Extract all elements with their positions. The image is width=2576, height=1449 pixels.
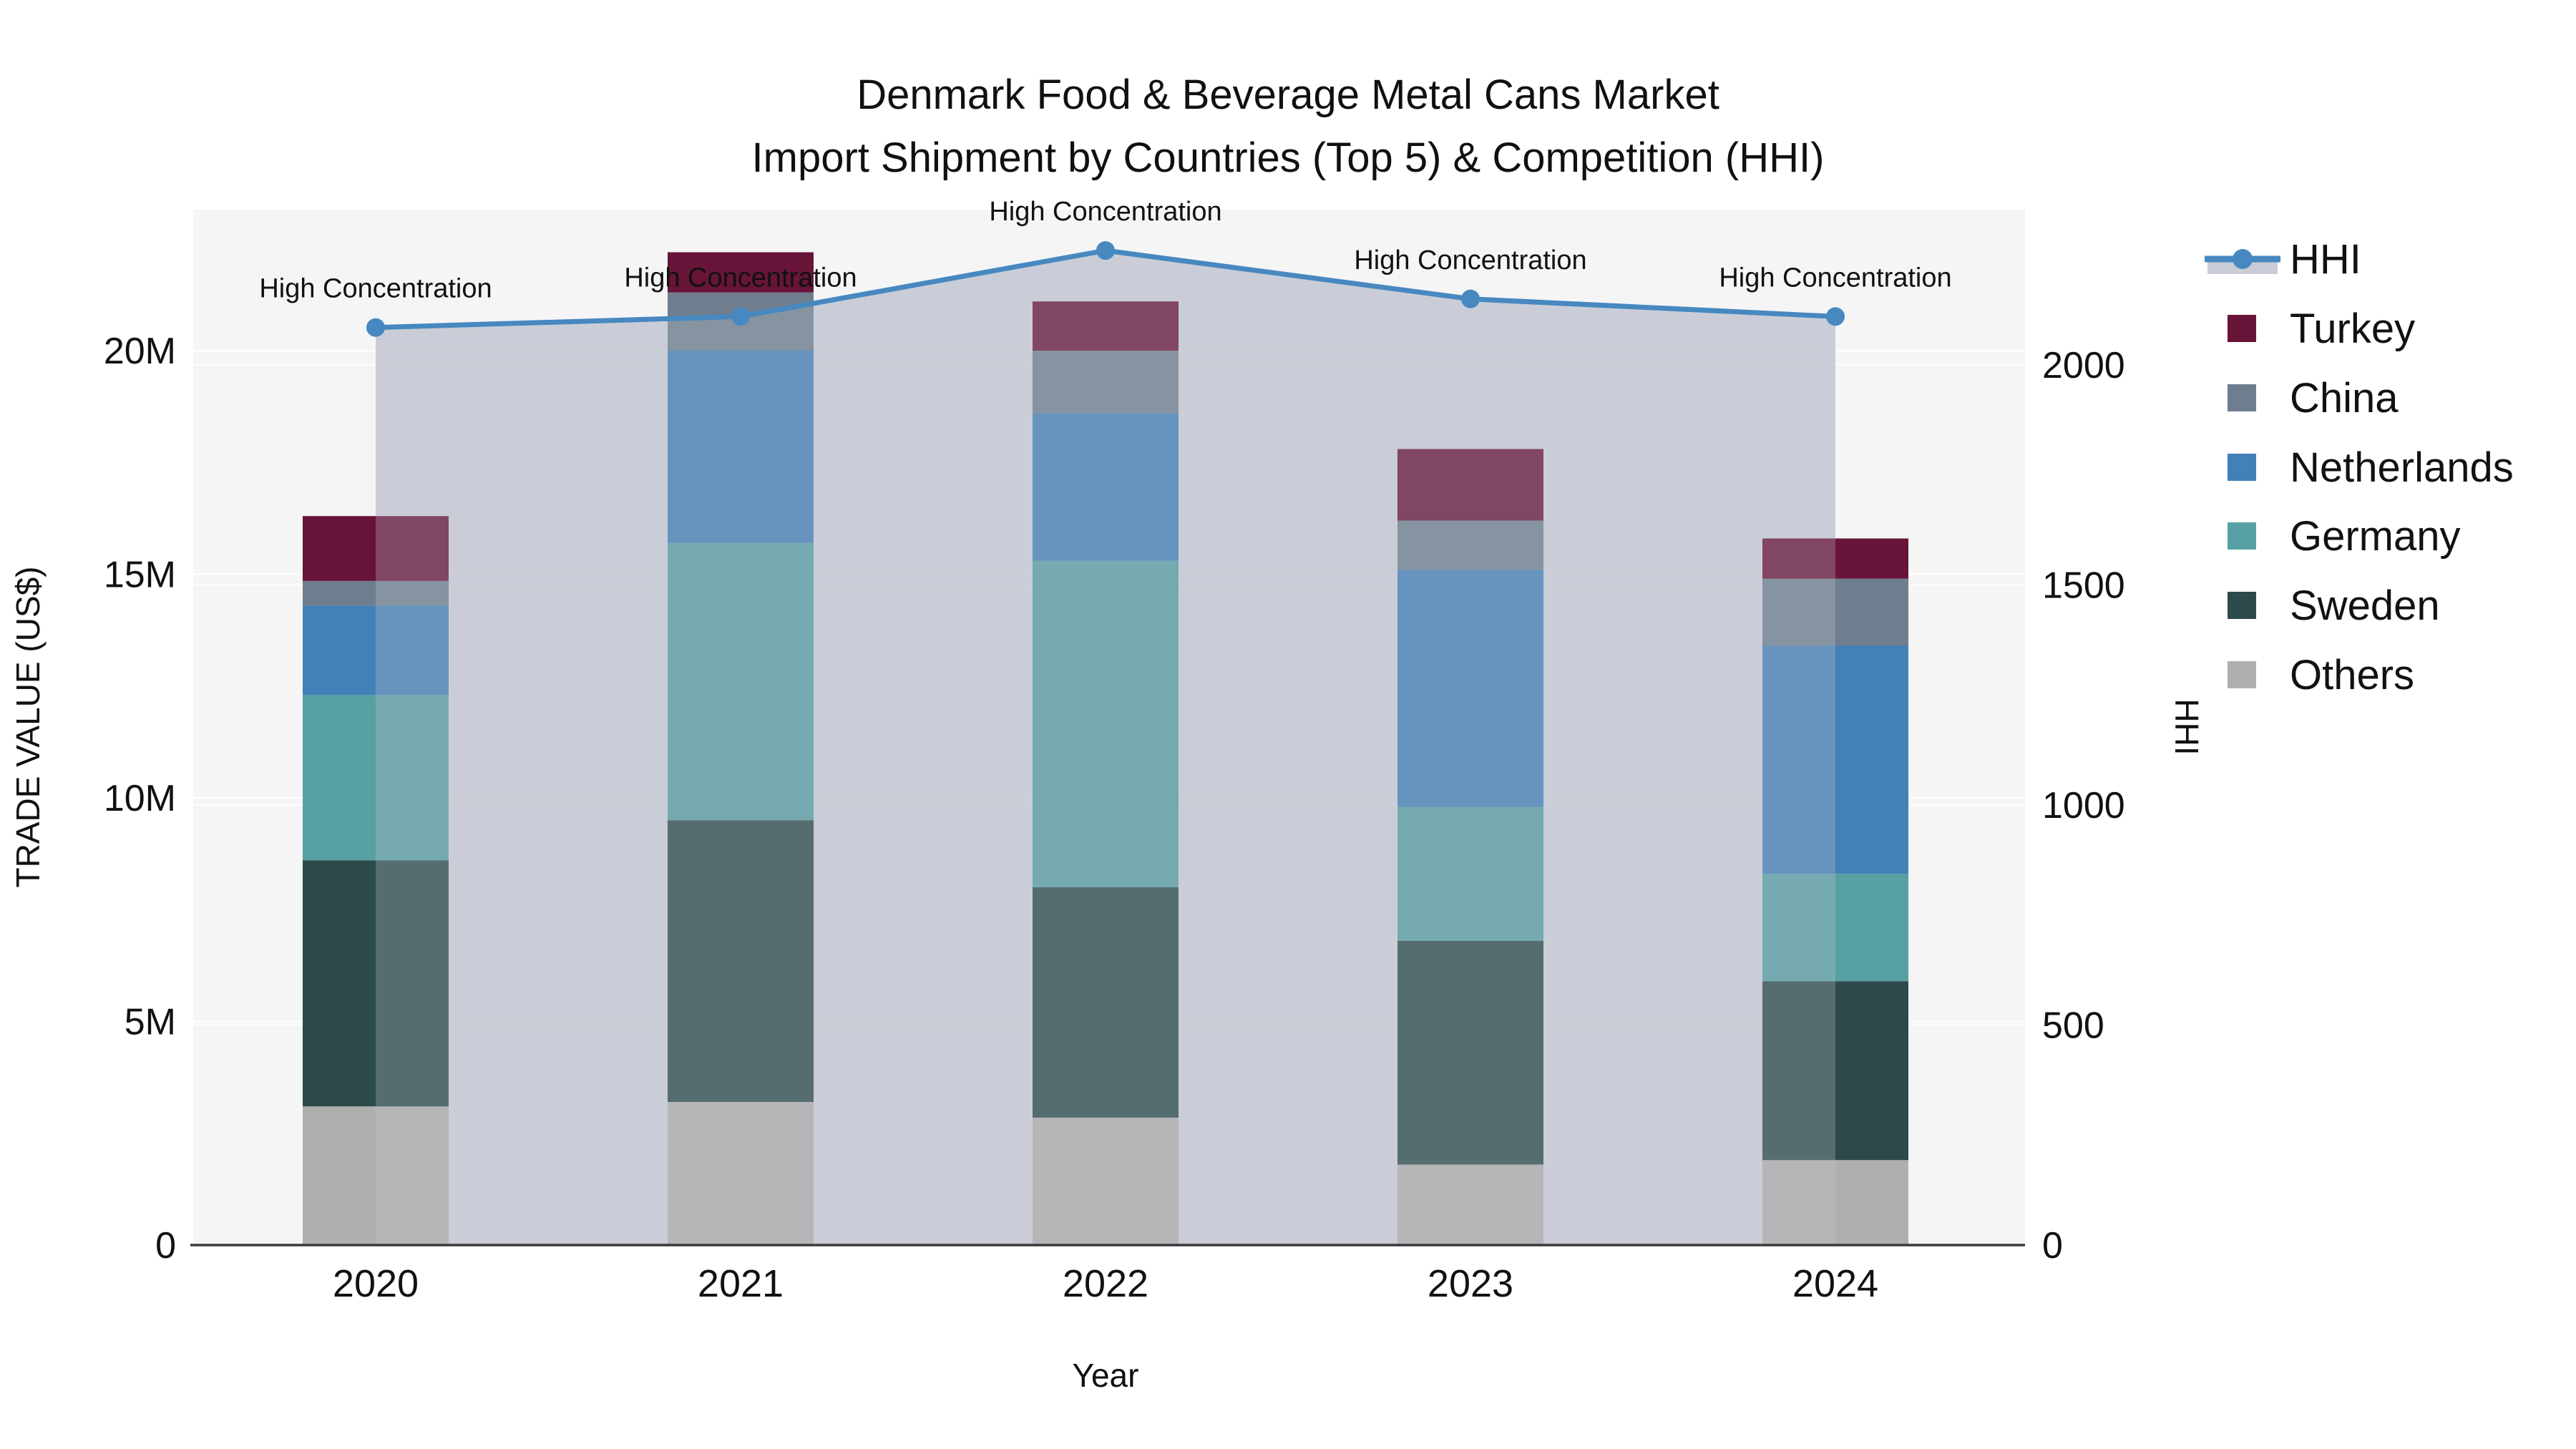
y-right-axis-title: HHI — [2168, 698, 2205, 755]
legend-item-others[interactable]: Others — [2228, 652, 2414, 698]
legend-item-turkey[interactable]: Turkey — [2228, 306, 2415, 352]
annotation-high-concentration: High Concentration — [259, 274, 492, 304]
legend: HHI Turkey China Netherlands Germany Sweden Ot… — [2205, 236, 2514, 698]
y-left-tick-label: 10M — [104, 778, 176, 819]
bar-segment-turkey-2024[interactable] — [1762, 538, 1908, 579]
bar-segment-turkey-2022[interactable] — [1033, 301, 1179, 351]
legend-swatch-netherlands — [2228, 454, 2256, 481]
hhi-point-2022[interactable] — [1096, 241, 1115, 260]
y-right-tick-label: 0 — [2042, 1225, 2063, 1267]
bar-segment-others-2023[interactable] — [1397, 1164, 1543, 1246]
y-left-axis-title: TRADE VALUE (US$) — [9, 566, 47, 887]
y-right-tick-label: 500 — [2042, 1005, 2104, 1047]
bar-segment-germany-2024[interactable] — [1762, 874, 1908, 982]
bar-segment-others-2024[interactable] — [1762, 1160, 1908, 1245]
bar-segment-germany-2023[interactable] — [1397, 806, 1543, 942]
y-right-tick-label: 1500 — [2042, 565, 2125, 607]
legend-hhi-marker-icon — [2233, 249, 2253, 269]
bar-segment-germany-2022[interactable] — [1033, 560, 1179, 887]
legend-swatch-china — [2228, 384, 2256, 411]
bar-2023 — [1397, 449, 1543, 1246]
y-left-tick-label: 15M — [104, 555, 176, 596]
legend-item-hhi[interactable]: HHI — [2205, 236, 2361, 283]
bar-segment-germany-2021[interactable] — [668, 542, 814, 821]
bar-segment-sweden-2022[interactable] — [1033, 887, 1179, 1118]
hhi-point-2023[interactable] — [1461, 289, 1480, 308]
y-right-tick-label: 2000 — [2042, 345, 2125, 386]
bar-segment-china-2022[interactable] — [1033, 351, 1179, 414]
legend-label: HHI — [2290, 236, 2361, 283]
bar-segment-china-2024[interactable] — [1762, 578, 1908, 646]
legend-swatch-germany — [2228, 522, 2256, 550]
bar-segment-turkey-2023[interactable] — [1397, 449, 1543, 521]
x-tick-label-2023[interactable]: 2023 — [1428, 1262, 1513, 1305]
hhi-point-2021[interactable] — [731, 307, 750, 326]
bar-2024 — [1762, 538, 1908, 1245]
annotation-high-concentration: High Concentration — [1354, 245, 1586, 275]
bar-segment-sweden-2020[interactable] — [303, 860, 449, 1107]
annotation-high-concentration: High Concentration — [989, 197, 1221, 227]
legend-label: Turkey — [2290, 306, 2415, 352]
legend-item-germany[interactable]: Germany — [2228, 513, 2461, 560]
bar-segment-turkey-2020[interactable] — [303, 516, 449, 581]
bar-2020 — [303, 516, 449, 1245]
bar-segment-others-2020[interactable] — [303, 1106, 449, 1245]
bar-segment-china-2020[interactable] — [303, 580, 449, 606]
x-tick-label-2021[interactable]: 2021 — [698, 1262, 784, 1305]
bar-segment-others-2021[interactable] — [668, 1102, 814, 1245]
legend-label: Sweden — [2290, 582, 2440, 629]
bar-segment-others-2022[interactable] — [1033, 1117, 1179, 1245]
bar-segment-netherlands-2024[interactable] — [1762, 645, 1908, 874]
bar-2022 — [1033, 301, 1179, 1245]
chart-title-line2: Import Shipment by Countries (Top 5) & C… — [752, 135, 1825, 181]
bar-segment-netherlands-2021[interactable] — [668, 351, 814, 543]
legend-swatch-others — [2228, 661, 2256, 688]
hhi-area-wash — [376, 250, 1835, 1246]
legend-label: Germany — [2290, 513, 2461, 560]
legend-swatch-sweden — [2228, 592, 2256, 619]
bar-segment-germany-2020[interactable] — [303, 695, 449, 861]
bar-segment-netherlands-2023[interactable] — [1397, 570, 1543, 807]
legend-swatch-turkey — [2228, 315, 2256, 342]
hhi-point-2024[interactable] — [1826, 307, 1845, 326]
bar-segment-turkey-2021[interactable] — [668, 252, 814, 293]
x-tick-label-2022[interactable]: 2022 — [1063, 1262, 1148, 1305]
y-left-tick-label: 20M — [104, 331, 176, 372]
bar-segment-netherlands-2022[interactable] — [1033, 413, 1179, 561]
legend-label: China — [2290, 375, 2399, 421]
legend-label: Netherlands — [2290, 444, 2514, 491]
legend-label: Others — [2290, 652, 2414, 698]
chart-title-line1: Denmark Food & Beverage Metal Cans Marke… — [857, 72, 1719, 118]
x-tick-label-2020[interactable]: 2020 — [333, 1262, 419, 1305]
bar-2021 — [668, 252, 814, 1245]
bar-segment-sweden-2024[interactable] — [1762, 981, 1908, 1161]
x-axis-title: Year — [1073, 1357, 1139, 1394]
y-left-tick-label: 0 — [155, 1225, 176, 1267]
legend-item-sweden[interactable]: Sweden — [2228, 582, 2440, 629]
hhi-point-2020[interactable] — [366, 318, 385, 337]
x-tick-label-2024[interactable]: 2024 — [1792, 1262, 1878, 1305]
annotation-high-concentration: High Concentration — [1719, 263, 1951, 293]
bar-segment-sweden-2021[interactable] — [668, 820, 814, 1102]
plot-area: High Concentration High Concentration High… — [104, 197, 2125, 1305]
legend-item-netherlands[interactable]: Netherlands — [2228, 444, 2514, 491]
bar-segment-china-2023[interactable] — [1397, 520, 1543, 570]
annotation-high-concentration: High Concentration — [624, 263, 857, 293]
legend-item-china[interactable]: China — [2228, 375, 2399, 421]
y-right-tick-label: 1000 — [2042, 785, 2125, 826]
y-left-tick-label: 5M — [125, 1002, 176, 1043]
bar-segment-netherlands-2020[interactable] — [303, 605, 449, 696]
bar-segment-sweden-2023[interactable] — [1397, 941, 1543, 1165]
